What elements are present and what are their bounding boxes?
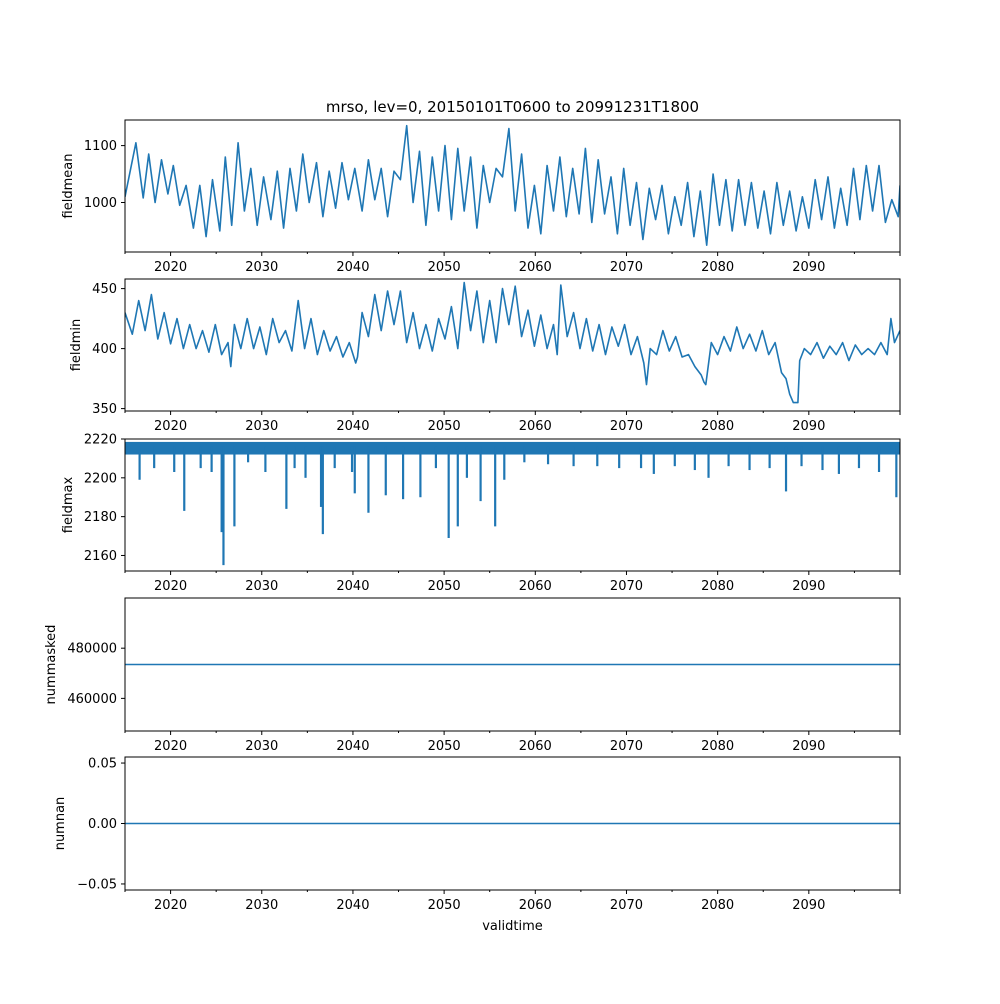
fieldmin-x-tick-label-2070: 2070 (610, 419, 643, 434)
subplots: 2020 2030 2040 2050 2060 2070 2080 2090 1000 1100… (44, 119, 901, 913)
fieldmean-y-tick-label-0: 1000 (84, 196, 117, 211)
fieldmin-x-tick-label-2050: 2050 (428, 419, 461, 434)
numnan-y-tick-label-1: 0.00 (88, 817, 117, 832)
subplot-nummasked: 2020 2030 2040 2050 2060 2070 2080 2090 460000 48… (44, 597, 901, 754)
numnan-y-axis-label: numnan (53, 797, 68, 851)
fieldmax-band (125, 441, 900, 455)
fieldmax-x-tick-label-2060: 2060 (519, 579, 552, 594)
fieldmean-plot-area (125, 124, 900, 246)
fieldmin-x-tick-label-2020: 2020 (154, 419, 187, 434)
subplot-fieldmax: 2020 2030 2040 2050 2060 2070 2080 2090 2160 2180… (61, 433, 901, 594)
fieldmin-x-tick-label-2040: 2040 (336, 419, 369, 434)
fieldmax-axes-frame (124, 438, 901, 572)
numnan-y-tick-label-0: −0.05 (77, 877, 117, 892)
chart-title: mrso, lev=0, 20150101T0600 to 20991231T1… (326, 98, 699, 116)
fieldmin-y-tick-label-1: 400 (92, 342, 117, 357)
fieldmin-x-tick-label-2080: 2080 (701, 419, 734, 434)
fieldmax-x-tick-label-2040: 2040 (336, 579, 369, 594)
fieldmin-series-line (125, 281, 900, 404)
nummasked-y-axis-label: nummasked (44, 625, 59, 705)
numnan-x-tick-label-2040: 2040 (336, 898, 369, 913)
subplot-fieldmin: 2020 2030 2040 2050 2060 2070 2080 2090 350 400 45… (69, 278, 901, 434)
numnan-x-tick-label-2050: 2050 (428, 898, 461, 913)
nummasked-x-tick-label-2030: 2030 (245, 739, 278, 754)
fieldmax-plot-area (125, 441, 900, 566)
fieldmin-x-tick-label-2030: 2030 (245, 419, 278, 434)
nummasked-x-tick-label-2040: 2040 (336, 739, 369, 754)
numnan-x-tick-label-2070: 2070 (610, 898, 643, 913)
numnan-x-tick-label-2090: 2090 (792, 898, 825, 913)
fieldmax-x-tick-label-2090: 2090 (792, 579, 825, 594)
fieldmin-x-tick-label-2060: 2060 (519, 419, 552, 434)
nummasked-y-tick-label-0: 460000 (67, 692, 117, 707)
fieldmax-x-tick-label-2080: 2080 (701, 579, 734, 594)
fieldmean-series-line (125, 124, 900, 246)
numnan-x-tick-label-2060: 2060 (519, 898, 552, 913)
fieldmean-y-tick-label-1: 1100 (84, 139, 117, 154)
fieldmean-axes-frame (124, 119, 901, 253)
fieldmin-y-axis-label: fieldmin (69, 319, 84, 372)
fieldmax-y-tick-label-0: 2160 (84, 549, 117, 564)
fieldmean-y-axis-label: fieldmean (61, 154, 76, 219)
nummasked-x-tick-label-2050: 2050 (428, 739, 461, 754)
numnan-x-tick-label-2080: 2080 (701, 898, 734, 913)
nummasked-y-tick-label-1: 480000 (67, 642, 117, 657)
fieldmax-x-tick-label-2050: 2050 (428, 579, 461, 594)
fieldmean-x-tick-label-2060: 2060 (519, 260, 552, 275)
nummasked-x-tick-label-2080: 2080 (701, 739, 734, 754)
fieldmean-x-tick-label-2080: 2080 (701, 260, 734, 275)
fieldmin-y-tick-label-0: 350 (92, 402, 117, 417)
fieldmean-x-tick-label-2090: 2090 (792, 260, 825, 275)
numnan-x-tick-label-2030: 2030 (245, 898, 278, 913)
fieldmax-x-tick-label-2030: 2030 (245, 579, 278, 594)
fieldmin-y-tick-label-2: 450 (92, 282, 117, 297)
fieldmean-x-tick-label-2020: 2020 (154, 260, 187, 275)
fieldmin-x-tick-label-2090: 2090 (792, 419, 825, 434)
fieldmin-plot-area (125, 281, 900, 404)
fieldmean-x-tick-label-2050: 2050 (428, 260, 461, 275)
numnan-y-tick-label-2: 0.05 (88, 757, 117, 772)
subplot-numnan: 2020 2030 2040 2050 2060 2070 2080 2090 −0.05 0.0… (53, 756, 901, 913)
fieldmean-x-tick-label-2040: 2040 (336, 260, 369, 275)
nummasked-x-tick-label-2070: 2070 (610, 739, 643, 754)
fieldmax-y-tick-label-2: 2200 (84, 471, 117, 486)
fieldmax-x-tick-label-2020: 2020 (154, 579, 187, 594)
subplot-fieldmean: 2020 2030 2040 2050 2060 2070 2080 2090 1000 1100… (61, 119, 901, 275)
nummasked-x-tick-label-2090: 2090 (792, 739, 825, 754)
fieldmax-y-axis-label: fieldmax (61, 477, 76, 534)
nummasked-x-tick-label-2020: 2020 (154, 739, 187, 754)
fieldmean-x-tick-label-2030: 2030 (245, 260, 278, 275)
nummasked-axes-frame (124, 597, 901, 732)
fieldmin-axes-frame (124, 278, 901, 412)
fieldmax-x-tick-label-2070: 2070 (610, 579, 643, 594)
fieldmean-x-tick-label-2070: 2070 (610, 260, 643, 275)
fieldmax-y-tick-label-1: 2180 (84, 510, 117, 525)
fieldmax-y-tick-label-3: 2220 (84, 433, 117, 448)
numnan-x-tick-label-2020: 2020 (154, 898, 187, 913)
nummasked-x-tick-label-2060: 2060 (519, 739, 552, 754)
x-axis-label: validtime (482, 919, 543, 934)
